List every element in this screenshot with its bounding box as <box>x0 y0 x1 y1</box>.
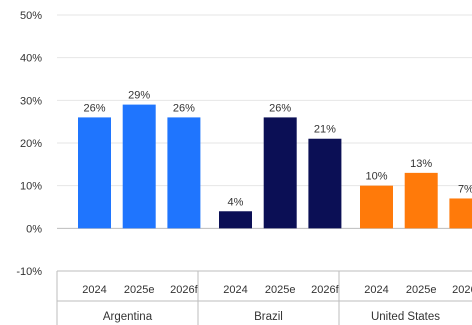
data-label: 10% <box>365 171 387 183</box>
bar-argentina-2024 <box>78 117 111 229</box>
x-group-label: Brazil <box>254 311 283 323</box>
y-tick-label: 30% <box>20 95 42 107</box>
x-category-label: 2025e <box>265 284 296 296</box>
y-tick-label: -10% <box>16 266 42 278</box>
y-tick-label: 10% <box>20 181 42 193</box>
data-label: 26% <box>269 102 291 114</box>
data-label: 21% <box>314 124 336 136</box>
bar-united-states-2024 <box>360 185 393 229</box>
bar-united-states-2025e <box>404 172 438 229</box>
bar-brazil-2024 <box>219 211 252 229</box>
bar-argentina-2025e <box>122 104 156 229</box>
y-tick-label: 20% <box>20 138 42 150</box>
data-label: 26% <box>83 102 105 114</box>
bar-united-states-2026f <box>449 198 472 229</box>
x-axis: 2024 2025e 2026f Argentina 2024 2025e 2026f Bra… <box>56 270 472 325</box>
data-label: 4% <box>228 196 244 208</box>
data-label: 26% <box>173 102 195 114</box>
bars <box>78 104 472 229</box>
y-tick-label: 50% <box>20 10 42 22</box>
x-category-label: 2025e <box>406 284 437 296</box>
data-label: 7% <box>458 183 472 195</box>
bar-argentina-2026f <box>167 117 201 229</box>
data-label: 29% <box>128 90 150 102</box>
x-category-label: 2024 <box>223 284 247 296</box>
x-category-label: 2026f <box>311 284 339 296</box>
x-category-label: 2024 <box>82 284 106 296</box>
data-label: 13% <box>410 158 432 170</box>
data-labels: 26% 29% 26% 4% 26% 21% 10% 13% 7% <box>83 90 472 209</box>
x-category-label: 2024 <box>364 284 388 296</box>
y-tick-label: 40% <box>20 53 42 65</box>
bar-brazil-2026f <box>308 138 342 229</box>
y-tick-label: 0% <box>26 223 42 235</box>
x-category-label: 2026f <box>170 284 198 296</box>
x-group-label: Argentina <box>103 311 153 323</box>
y-axis-tick-labels: -10% 0% 10% 20% 30% 40% 50% <box>16 10 42 278</box>
bar-brazil-2025e <box>263 117 297 229</box>
x-category-label: 2026f <box>452 284 472 296</box>
x-group-label: United States <box>371 311 440 323</box>
x-category-label: 2025e <box>124 284 155 296</box>
